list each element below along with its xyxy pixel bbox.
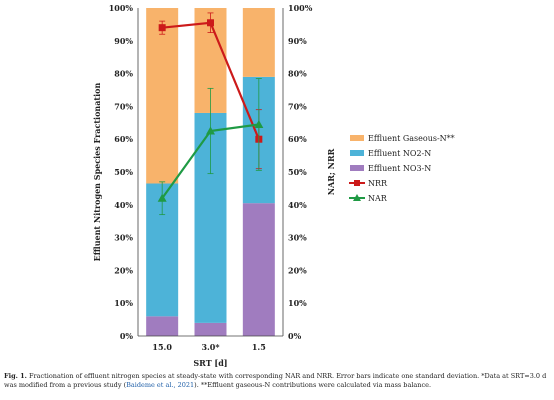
line-layer [157,12,264,216]
x-tick-label: 1.5 [252,342,266,352]
right-tick-label: 70% [288,101,307,111]
right-tick-label: 0% [288,331,302,341]
right-y-axis-title: NAR; NRR [326,148,336,195]
left-y-axis-title: Effluent Nitrogen Species Fractionation [92,83,102,262]
right-tick-label: 100% [288,3,313,13]
point-nrr [207,19,214,27]
right-tick-label: 60% [288,134,307,144]
left-tick-label: 10% [114,298,133,308]
left-tick-label: 70% [114,101,133,111]
legend-swatch [350,165,364,171]
legend-label: Effluent NO3-N [368,164,431,173]
right-tick-labels: 0% 10% 20% 30% 40% 50% 60% 70% 80% 90% 100% [288,3,313,341]
left-tick-label: 60% [114,134,133,144]
x-tick-labels: 15.0 3.0* 1.5 [152,342,265,352]
right-tick-label: 90% [288,36,307,46]
bar-2-2 [242,8,275,77]
figure-caption: Fig. 1. Fractionation of effluent nitrog… [4,372,552,390]
right-tick-label: 80% [288,69,307,79]
left-tick-label: 80% [114,69,133,79]
bar-0-0 [146,316,179,336]
caption-citation-link[interactable]: Baideme et al., 2021 [126,381,195,389]
bar-0-2 [242,203,275,336]
legend-marker [353,194,361,201]
right-tick-label: 10% [288,298,307,308]
left-tick-label: 20% [114,265,133,275]
legend-marker [354,180,360,186]
bar-2-0 [146,8,179,184]
right-tick-label: 50% [288,167,307,177]
point-nar [206,126,215,135]
axes [137,8,284,337]
right-tick-label: 20% [288,265,307,275]
left-tick-label: 30% [114,233,133,243]
point-nar [157,193,167,202]
x-tick-label: 15.0 [152,342,172,352]
legend: Effluent Gaseous-N** Effluent NO2-N Efflue… [349,134,455,203]
left-tick-label: 50% [114,167,133,177]
left-tick-label: 40% [114,200,133,210]
point-nrr [158,24,166,32]
legend-swatch [350,150,364,156]
right-tick-label: 40% [288,200,307,210]
right-tick-label: 30% [288,233,307,243]
legend-label: Effluent NO2-N [368,149,431,158]
caption-label: Fig. 1. [4,372,27,380]
left-tick-labels: 0% 10% 20% 30% 40% 50% 60% 70% 80% 90% 100% [109,3,134,341]
legend-label: NAR [368,194,388,203]
legend-label: NRR [368,179,388,188]
left-tick-label: 90% [114,36,133,46]
caption-text-2: ). **Effluent gaseous-N contributions we… [194,381,432,389]
x-axis-title: SRT [d] [193,358,227,368]
point-nar [254,119,264,128]
caption-text-1: Fractionation of effluent nitrogen speci… [4,372,547,389]
left-tick-label: 0% [120,331,134,341]
chart: 0% 10% 20% 30% 40% 50% 60% 70% 80% 90% 100% 0% 10% 2… [92,3,455,368]
left-tick-label: 100% [109,3,134,13]
bar-0-1 [194,322,227,336]
legend-label: Effluent Gaseous-N** [368,134,455,143]
legend-swatch [350,135,364,141]
x-tick-label: 3.0* [201,342,220,352]
